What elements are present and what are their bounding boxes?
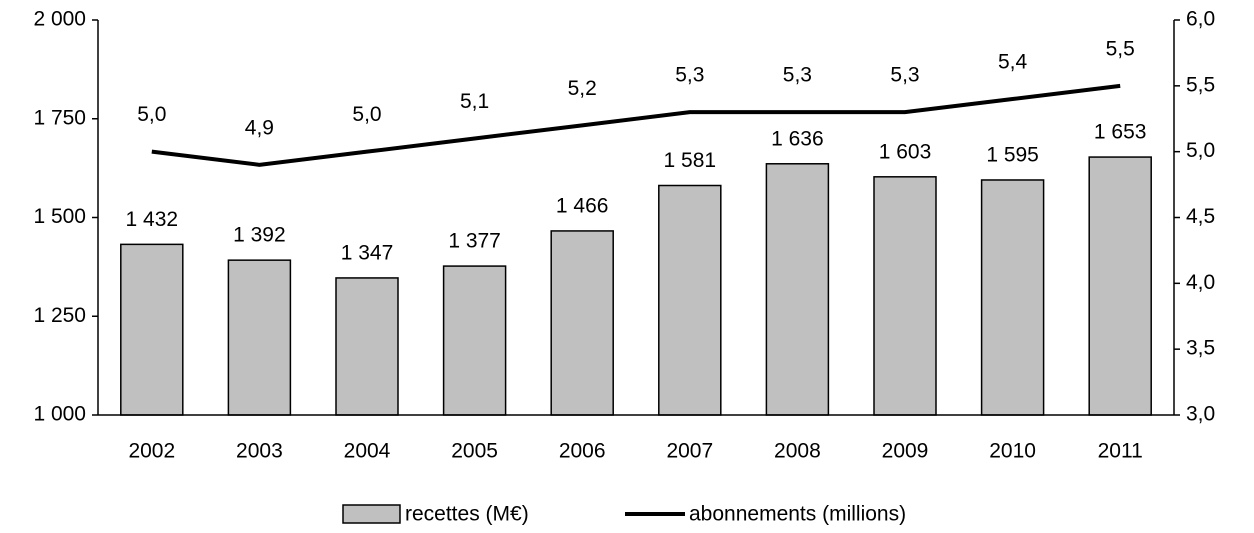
bar [335, 277, 399, 416]
y-tick-label: 1 000 [33, 403, 86, 426]
line [151, 83, 1121, 167]
line-label: 5,0 [352, 103, 381, 126]
line-label: 5,0 [137, 103, 166, 126]
bar-label: 1 636 [771, 127, 824, 150]
legend-label: abonnements (millions) [689, 503, 906, 526]
y-tick-label: 1 250 [33, 304, 86, 327]
y2-tick-label: 5,5 [1186, 73, 1215, 96]
bar [980, 179, 1045, 416]
y2-tick-label: 3,0 [1186, 403, 1215, 426]
x-tick-label: 2005 [451, 440, 498, 463]
bar [442, 265, 507, 416]
bar-label: 1 603 [879, 140, 932, 163]
x-tick-label: 2009 [882, 440, 929, 463]
bar [550, 230, 614, 416]
x-tick-label: 2003 [236, 440, 283, 463]
bar-label: 1 432 [126, 208, 179, 231]
bar-label: 1 466 [556, 194, 609, 217]
bar-label: 1 653 [1094, 121, 1147, 144]
bar [873, 176, 937, 416]
x-tick-label: 2011 [1098, 440, 1143, 463]
legend-label: recettes (M€) [405, 503, 529, 526]
y-tick-label: 1 750 [33, 106, 86, 129]
bar-label: 1 347 [341, 241, 394, 264]
bar [765, 163, 830, 416]
y2-tick-label: 3,5 [1186, 337, 1215, 360]
line-label: 5,3 [675, 64, 704, 87]
line-label: 4,9 [245, 116, 274, 139]
line-label: 5,1 [460, 90, 489, 113]
line-label: 5,5 [1106, 37, 1135, 60]
x-tick-label: 2002 [128, 440, 175, 463]
bar [658, 184, 722, 416]
bar-label: 1 377 [448, 230, 501, 253]
line-label: 5,3 [890, 64, 919, 87]
line-label: 5,2 [568, 77, 597, 100]
y-tick-label: 1 500 [33, 205, 86, 228]
bar-label: 1 595 [986, 144, 1039, 167]
bar [120, 243, 184, 416]
y2-tick-label: 4,5 [1186, 205, 1215, 228]
x-tick-label: 2008 [774, 440, 821, 463]
x-tick-label: 2006 [559, 440, 606, 463]
x-tick-label: 2010 [989, 440, 1036, 463]
y2-tick-label: 4,0 [1186, 271, 1215, 294]
bar-label: 1 581 [664, 149, 717, 172]
bar-label: 1 392 [233, 224, 286, 247]
y2-tick-label: 5,0 [1186, 139, 1215, 162]
x-tick-label: 2004 [344, 440, 391, 463]
x-tick-label: 2007 [666, 440, 713, 463]
bar [1088, 156, 1152, 416]
line-label: 5,3 [783, 64, 812, 87]
y-tick-label: 2 000 [33, 8, 86, 31]
legend-swatch [342, 504, 401, 524]
bar [227, 259, 292, 416]
line-label: 5,4 [998, 51, 1028, 74]
y2-tick-label: 6,0 [1186, 8, 1215, 31]
